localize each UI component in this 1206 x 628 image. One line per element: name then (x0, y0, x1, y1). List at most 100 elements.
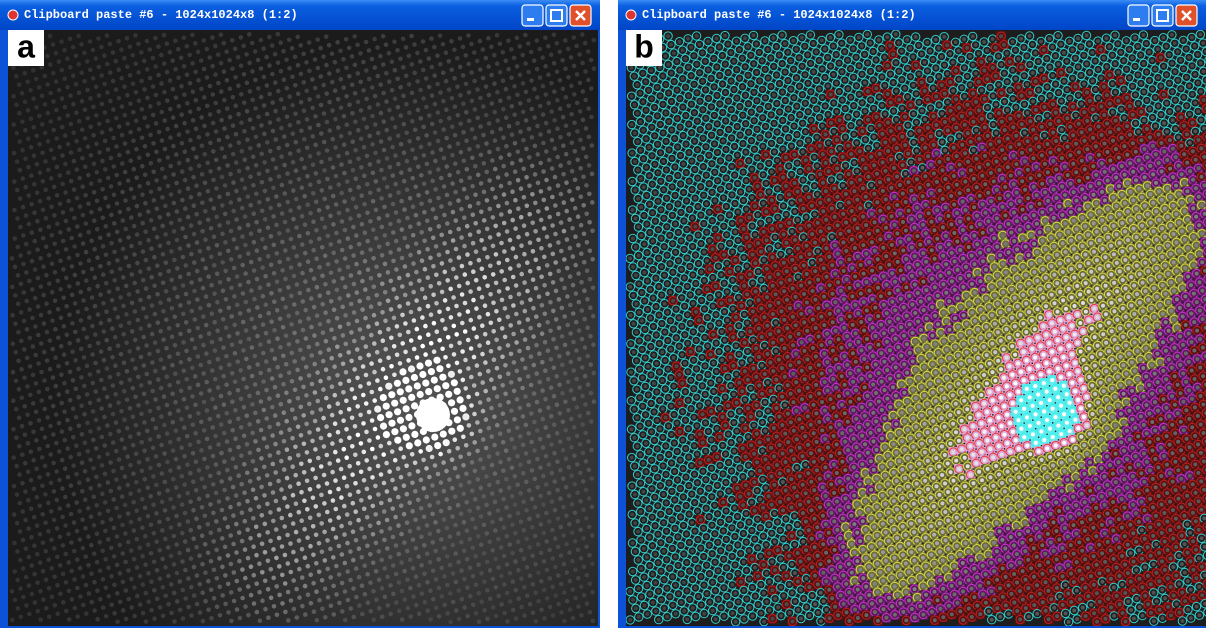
spot (753, 594, 757, 598)
diffraction-spot (295, 368, 300, 373)
diffraction-spot (466, 338, 471, 343)
diffraction-spot (337, 572, 342, 577)
diffraction-spot (350, 111, 355, 116)
diffraction-spot (216, 81, 221, 86)
diffraction-spot (143, 477, 148, 482)
diffraction-spot (394, 296, 399, 301)
diffraction-spot (561, 87, 566, 92)
diffraction-spot (53, 355, 58, 360)
diffraction-spot (581, 203, 586, 208)
diffraction-spot (313, 390, 318, 395)
diffraction-spot (68, 65, 73, 70)
spot (631, 237, 635, 241)
diffraction-spot (346, 598, 351, 603)
diffraction-spot (385, 156, 390, 161)
diffraction-spot (26, 498, 31, 503)
maximize-button[interactable] (1152, 5, 1173, 26)
diffraction-spot (135, 232, 140, 237)
diffraction-spot (464, 139, 469, 144)
diffraction-spot (106, 233, 111, 238)
diffraction-spot (563, 371, 568, 376)
diffraction-spot (121, 247, 126, 252)
diffraction-spot (507, 457, 512, 462)
diffraction-spot (577, 328, 582, 333)
diffraction-spot (253, 78, 258, 83)
minimize-button[interactable] (522, 5, 543, 26)
diffraction-spot (542, 616, 547, 621)
diffraction-spot (364, 430, 369, 435)
diffraction-spot (553, 260, 558, 265)
diffraction-spot (180, 502, 185, 507)
diffraction-spot (338, 325, 343, 330)
diffraction-spot (338, 353, 343, 358)
diffraction-spot (548, 272, 553, 277)
diffraction-spot (354, 595, 359, 600)
diffraction-spot (473, 221, 478, 226)
diffraction-spot (335, 345, 340, 350)
diffraction-spot (191, 147, 196, 152)
close-button[interactable] (1176, 5, 1197, 26)
diffraction-spot (50, 318, 55, 323)
diffraction-spot (202, 457, 207, 462)
diffraction-spot (376, 521, 381, 526)
diffraction-spot (183, 149, 188, 154)
spot (654, 305, 658, 309)
diffraction-spot (464, 472, 469, 477)
diffraction-spot (208, 141, 213, 146)
diffraction-spot (238, 311, 243, 316)
diffraction-spot (242, 434, 247, 439)
diffraction-spot (447, 87, 452, 92)
diffraction-spot (467, 480, 472, 485)
spot (733, 591, 737, 595)
spot (649, 345, 653, 349)
diffraction-spot (206, 522, 211, 527)
diffraction-spot (269, 567, 274, 572)
diffraction-spot (222, 488, 227, 493)
diffraction-spot (482, 551, 487, 556)
diffraction-spot (32, 182, 37, 187)
diffraction-spot (184, 292, 189, 297)
diffraction-spot (231, 95, 236, 100)
diffraction-spot (556, 269, 561, 274)
diffraction-spot (566, 437, 571, 442)
diffraction-spot (176, 408, 181, 413)
spot (642, 575, 646, 579)
diffraction-spot (58, 259, 63, 264)
diffraction-spot (312, 362, 317, 367)
diffraction-spot (12, 151, 17, 156)
spot (640, 291, 644, 295)
diffraction-spot (246, 194, 251, 199)
minimize-button[interactable] (1128, 5, 1149, 26)
diffraction-spot (501, 468, 506, 473)
diffraction-spot (259, 95, 264, 100)
diffraction-spot (490, 520, 495, 525)
maximize-button[interactable] (546, 5, 567, 26)
diffraction-spot (381, 367, 386, 372)
close-button[interactable] (570, 5, 591, 26)
diffraction-spot (60, 125, 65, 130)
diffraction-spot (402, 569, 407, 574)
diffraction-spot (413, 518, 418, 523)
diffraction-spot (505, 286, 510, 291)
diffraction-spot (30, 316, 35, 321)
diffraction-spot (507, 429, 512, 434)
diffraction-spot (64, 219, 69, 224)
diffraction-spot (427, 475, 432, 480)
diffraction-spot (421, 96, 426, 101)
diffraction-spot (291, 131, 296, 136)
diffraction-spot (383, 595, 388, 600)
diffraction-spot (129, 548, 134, 553)
diffraction-spot (492, 81, 497, 86)
diffraction-spot (516, 539, 521, 544)
spot (672, 413, 676, 417)
diffraction-spot (262, 132, 267, 137)
diffraction-spot (55, 193, 60, 198)
diffraction-spot (214, 462, 219, 467)
diffraction-spot (379, 472, 384, 477)
diffraction-spot (37, 418, 42, 423)
diffraction-spot (492, 53, 497, 58)
diffraction-spot (167, 298, 172, 303)
diffraction-spot (255, 248, 260, 253)
diffraction-spot (151, 446, 156, 451)
diffraction-spot (314, 561, 319, 566)
